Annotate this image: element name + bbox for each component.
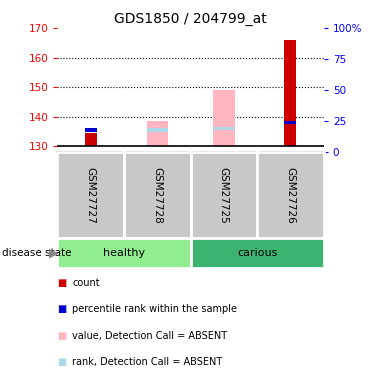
Bar	[191, 238, 324, 268]
Bar	[213, 126, 235, 130]
Text: ■: ■	[57, 331, 67, 340]
Bar	[57, 238, 191, 268]
Text: healthy: healthy	[103, 248, 145, 258]
Bar	[124, 152, 191, 238]
Title: GDS1850 / 204799_at: GDS1850 / 204799_at	[114, 12, 267, 26]
Bar	[213, 90, 235, 146]
Bar	[285, 40, 296, 146]
Text: ■: ■	[57, 304, 67, 314]
Bar	[85, 128, 97, 132]
Bar	[191, 152, 257, 238]
Text: rank, Detection Call = ABSENT: rank, Detection Call = ABSENT	[72, 357, 222, 367]
Text: ▶: ▶	[49, 247, 58, 259]
Text: disease state: disease state	[2, 248, 71, 258]
Text: GSM27728: GSM27728	[152, 166, 162, 224]
Text: GSM27725: GSM27725	[219, 166, 229, 224]
Bar	[285, 121, 296, 124]
Text: percentile rank within the sample: percentile rank within the sample	[72, 304, 237, 314]
Bar	[85, 133, 97, 146]
Text: ■: ■	[57, 278, 67, 288]
Bar	[147, 128, 168, 132]
Text: GSM27726: GSM27726	[285, 166, 296, 224]
Text: count: count	[72, 278, 100, 288]
Bar	[257, 152, 324, 238]
Text: GSM27727: GSM27727	[85, 166, 96, 224]
Bar	[147, 121, 168, 146]
Bar	[57, 152, 124, 238]
Text: carious: carious	[237, 248, 278, 258]
Text: ■: ■	[57, 357, 67, 367]
Text: value, Detection Call = ABSENT: value, Detection Call = ABSENT	[72, 331, 227, 340]
